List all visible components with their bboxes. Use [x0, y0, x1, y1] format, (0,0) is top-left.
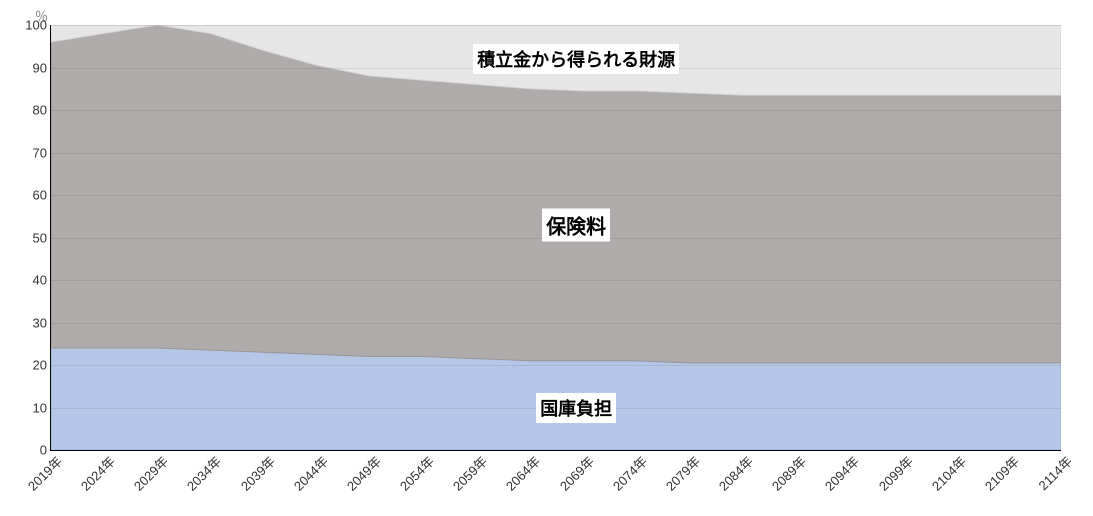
x-tick-label: 2064年 [500, 450, 544, 494]
x-tick-label: 2029年 [128, 450, 172, 494]
stacked-area-chart: ％ 01020304050607080901002019年2024年2029年2… [0, 0, 1093, 516]
x-tick-label: 2024年 [75, 450, 119, 494]
y-gridline [51, 25, 1061, 26]
x-tick-label: 2049年 [340, 450, 384, 494]
y-tick-label: 90 [33, 60, 51, 75]
y-tick-label: 70 [33, 145, 51, 160]
x-tick-label: 2089年 [766, 450, 810, 494]
y-gridline [51, 323, 1061, 324]
x-tick-label: 2054年 [393, 450, 437, 494]
x-tick-label: 2079年 [659, 450, 703, 494]
x-tick-label: 2074年 [606, 450, 650, 494]
y-tick-label: 20 [33, 358, 51, 373]
x-tick-label: 2019年 [21, 450, 65, 494]
series-label-national_treasury: 国庫負担 [536, 393, 616, 423]
y-gridline [51, 110, 1061, 111]
y-tick-label: 80 [33, 103, 51, 118]
y-tick-label: 30 [33, 315, 51, 330]
series-label-reserve_fund: 積立金から得られる財源 [473, 44, 679, 74]
x-tick-label: 2034年 [181, 450, 225, 494]
x-tick-label: 2069年 [553, 450, 597, 494]
x-tick-label: 2084年 [712, 450, 756, 494]
y-gridline [51, 195, 1061, 196]
x-tick-label: 2059年 [447, 450, 491, 494]
x-tick-label: 2094年 [819, 450, 863, 494]
y-tick-label: 10 [33, 400, 51, 415]
y-gridline [51, 365, 1061, 366]
x-tick-label: 2104年 [925, 450, 969, 494]
y-gridline [51, 153, 1061, 154]
x-tick-label: 2099年 [872, 450, 916, 494]
y-tick-label: 60 [33, 188, 51, 203]
x-tick-label: 2109年 [978, 450, 1022, 494]
x-tick-label: 2044年 [287, 450, 331, 494]
plot-area: 01020304050607080901002019年2024年2029年203… [50, 25, 1061, 451]
y-gridline [51, 280, 1061, 281]
y-tick-label: 50 [33, 230, 51, 245]
x-tick-label: 2114年 [1032, 450, 1076, 494]
series-label-insurance_premium: 保険料 [542, 208, 610, 241]
x-tick-label: 2039年 [234, 450, 278, 494]
y-tick-label: 40 [33, 273, 51, 288]
y-tick-label: 100 [25, 18, 51, 33]
